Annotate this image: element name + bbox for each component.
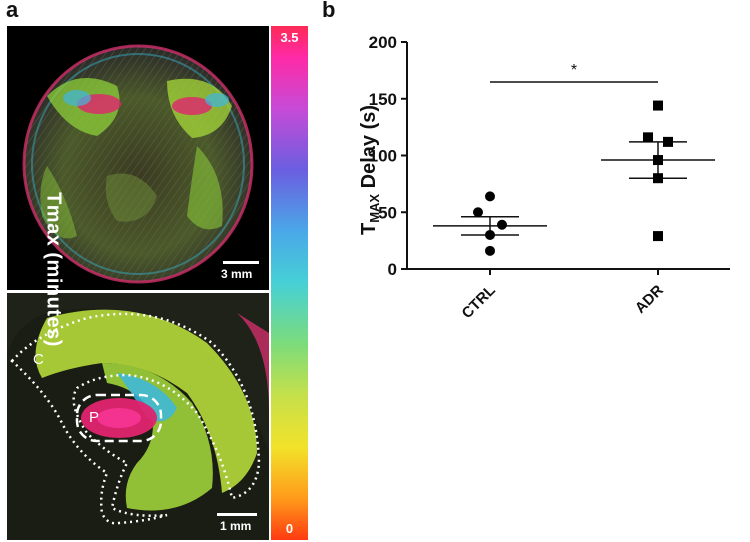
- y-axis-label-rest: Delay (s): [358, 105, 380, 194]
- chart-marks: *: [433, 62, 715, 256]
- data-point-ctrl: [473, 207, 483, 218]
- roi-pons-outline: [75, 393, 163, 443]
- y-tick-label: 50: [378, 203, 397, 222]
- roi-label-c: C: [33, 351, 44, 368]
- scale-bar-bottom: [217, 513, 257, 516]
- tmax-delay-chart: 0 50 100 150 200 CTRL ADR * TMAX Delay (s): [358, 33, 730, 322]
- data-point-adr: [653, 100, 663, 111]
- data-point-adr: [653, 231, 663, 242]
- y-axis-label: TMAX Delay (s): [358, 105, 382, 235]
- y-axis-label-main: T: [358, 223, 380, 235]
- x-tick-label: CTRL: [459, 282, 499, 322]
- y-tick-label: 150: [369, 90, 397, 109]
- scale-label-top: 3 mm: [221, 267, 253, 281]
- colorbar-min-label: 0: [285, 521, 294, 536]
- data-point-adr: [653, 173, 663, 184]
- tmax-map-zoom: C P 1 mm: [7, 293, 269, 540]
- panel-a-letter: a: [6, 0, 19, 22]
- y-axis-label-sub: MAX: [367, 194, 382, 223]
- x-tick-label: ADR: [632, 282, 667, 317]
- scale-bar-top: [223, 261, 259, 264]
- y-tick-label: 100: [369, 147, 397, 166]
- data-point-adr: [663, 136, 673, 147]
- roi-label-p: P: [89, 409, 100, 426]
- significance-star: *: [571, 62, 577, 79]
- colorbar-max-label: 3.5: [280, 30, 299, 45]
- whole-brain-image: [22, 44, 254, 284]
- data-point-ctrl: [485, 245, 495, 256]
- data-point-ctrl: [497, 219, 507, 230]
- data-point-ctrl: [485, 191, 495, 202]
- y-tick-label: 200: [369, 33, 397, 52]
- roi-cortex-outline: [10, 312, 261, 525]
- data-point-adr: [653, 155, 663, 166]
- panel-b-letter: b: [322, 0, 336, 22]
- data-point-ctrl: [485, 229, 495, 240]
- tmax-map-whole-brain: 3 mm: [7, 26, 269, 290]
- scale-label-bottom: 1 mm: [220, 519, 252, 533]
- zoom-image: [7, 293, 269, 540]
- tmax-colorbar: 3.5 0: [271, 26, 308, 540]
- colorbar-title: Tmax (minutes): [42, 192, 65, 347]
- data-point-adr: [643, 132, 653, 143]
- y-tick-label: 0: [388, 260, 397, 279]
